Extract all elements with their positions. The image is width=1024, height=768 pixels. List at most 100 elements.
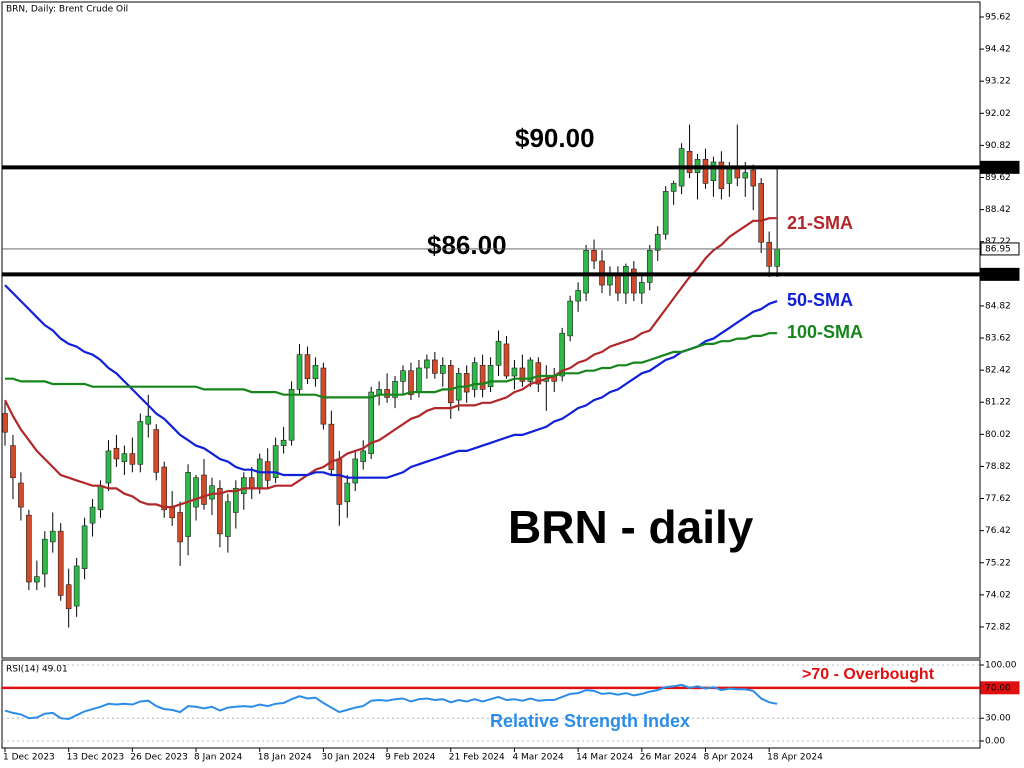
y-tick-label: 75.22 (985, 558, 1011, 568)
x-tick-label: 8 Apr 2024 (703, 753, 753, 763)
y-tick-label: 77.62 (985, 494, 1011, 504)
x-tick-label: 26 Mar 2024 (640, 753, 697, 763)
candle-body (702, 159, 709, 184)
sma-label: 50-SMA (787, 290, 853, 310)
candle-body (575, 290, 581, 302)
candle-body (256, 458, 263, 489)
y-tick-label: 88.42 (985, 205, 1011, 215)
candle-body (718, 161, 725, 190)
x-tick-label: 21 Feb 2024 (449, 753, 505, 763)
candle-body (615, 274, 621, 294)
candle-body (766, 241, 772, 267)
candle-body (503, 343, 510, 377)
x-tick-label: 14 Mar 2024 (576, 753, 633, 763)
candle-body (2, 413, 8, 433)
candle-body (758, 183, 765, 243)
candle-body (201, 474, 207, 505)
candle-body (774, 248, 780, 267)
x-tick-label: 18 Apr 2024 (767, 753, 823, 763)
candle-body (177, 512, 183, 543)
x-tick-label: 26 Dec 2023 (130, 753, 188, 763)
candle-body (670, 183, 677, 192)
candle-body (185, 472, 191, 537)
candle-body (400, 370, 406, 382)
y-tick-label: 90.82 (985, 141, 1011, 151)
candle-body (583, 249, 589, 294)
candle-body (121, 453, 128, 462)
candle-body (34, 576, 40, 583)
candle-body (686, 150, 693, 173)
y-tick-label: 92.02 (985, 109, 1011, 119)
rsi-title: RSI(14) 49.01 (6, 665, 68, 675)
y-tick-label: 74.02 (985, 590, 1011, 600)
y-tick-label: 94.42 (985, 45, 1011, 55)
y-tick-label: 86.00 (985, 270, 1011, 280)
candle-body (312, 365, 319, 379)
y-tick-label: 95.62 (985, 12, 1011, 22)
candle-body (662, 191, 669, 235)
candle-body (447, 365, 454, 404)
candle-body (105, 450, 112, 484)
y-tick-label: 81.22 (985, 398, 1011, 408)
candle-body (57, 530, 64, 596)
candle-body (439, 365, 446, 374)
candle-body (18, 482, 24, 508)
candle-body (591, 249, 597, 262)
chart-title: BRN, Daily: Brent Crude Oil (6, 5, 128, 15)
candle-body (471, 362, 478, 390)
candle-body (193, 477, 199, 508)
x-tick-label: 13 Dec 2023 (67, 753, 125, 763)
candle-body (129, 453, 136, 465)
sma-label: 21-SMA (787, 213, 853, 233)
candle-body (638, 282, 645, 294)
y-tick-label: 93.22 (985, 77, 1011, 87)
candle-body (328, 423, 335, 470)
rsi-panel (1, 659, 981, 749)
candle-body (654, 233, 661, 251)
chart-annotation: BRN - daily (508, 501, 754, 553)
candle-body (479, 365, 486, 390)
y-tick-label: 82.42 (985, 366, 1011, 376)
candle-body (392, 381, 398, 398)
y-tick-label: 78.82 (985, 462, 1011, 472)
candle-body (161, 466, 167, 511)
candle-body (567, 300, 573, 337)
y-tick-label: 84.82 (985, 301, 1011, 311)
candle-body (416, 367, 422, 393)
candle-body (41, 538, 48, 575)
candle-body (65, 584, 72, 610)
candle-body (352, 458, 359, 484)
candle-body (742, 172, 749, 179)
candle-body (646, 249, 653, 283)
candle-body (463, 373, 470, 393)
level-annotation: >70 - Overbought (802, 666, 935, 683)
candle-body (750, 169, 757, 187)
candle-body (519, 367, 526, 382)
candle-body (209, 485, 215, 500)
main-panel (1, 1, 981, 659)
candle-body (559, 332, 566, 377)
candle-body (137, 421, 144, 465)
y-tick-label: 72.82 (985, 622, 1011, 632)
candle-body (424, 359, 430, 369)
candle-body (368, 391, 374, 454)
candle-body (360, 450, 367, 462)
candle-body (272, 445, 279, 478)
candle-body (264, 461, 271, 481)
candle-body (304, 354, 311, 379)
candle-body (233, 488, 239, 513)
candle-body (495, 340, 502, 366)
x-tick-label: 18 Jan 2024 (258, 753, 312, 763)
y-tick-label: 0.00 (985, 737, 1005, 747)
y-tick-label: 30.00 (985, 714, 1011, 724)
y-tick-label: 90.00 (985, 163, 1011, 173)
candle-body (296, 354, 303, 390)
rsi-line (4, 683, 778, 721)
y-tick-label: 100.00 (985, 661, 1017, 671)
candle-body (97, 485, 104, 511)
axis-highlight (980, 267, 1020, 281)
sma-line (5, 332, 778, 399)
y-tick-label: 89.62 (985, 173, 1011, 183)
x-tick-label: 30 Jan 2024 (321, 753, 375, 763)
